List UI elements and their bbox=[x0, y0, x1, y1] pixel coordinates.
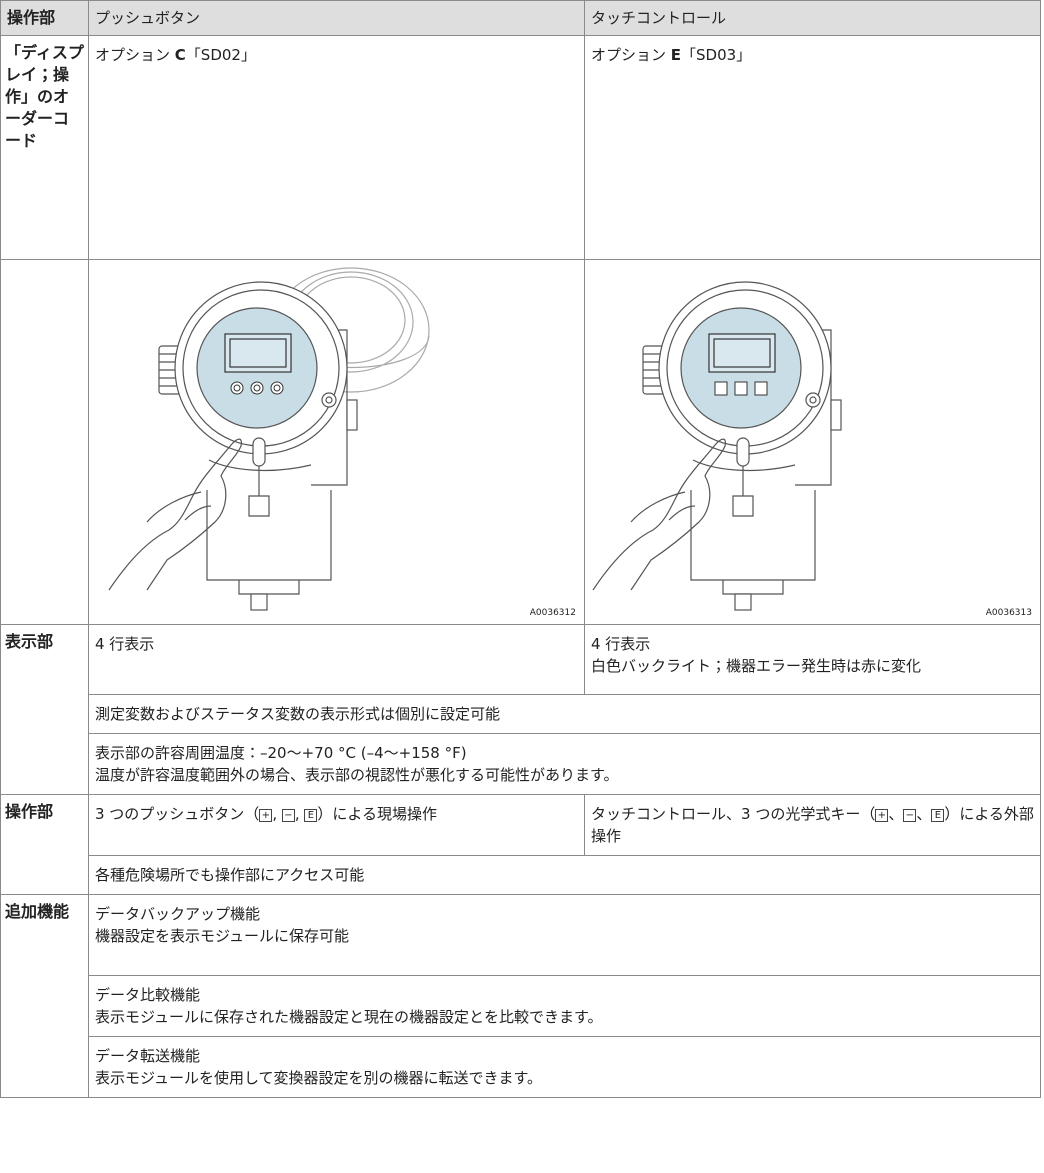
cell: 4 行表示白色バックライト；機器エラー発生時は赤に変化 bbox=[584, 624, 1041, 695]
row-label: 操作部 bbox=[0, 794, 89, 895]
separator: 、 bbox=[916, 805, 932, 823]
drawing bbox=[714, 381, 728, 396]
cell: 測定変数およびステータス変数の表示形式は個別に設定可能 bbox=[88, 694, 1041, 734]
option: C bbox=[174, 46, 186, 64]
drawing bbox=[233, 384, 241, 392]
optical-keys bbox=[714, 381, 768, 396]
key-icon: + bbox=[875, 809, 889, 822]
text: 温度が許容温度範囲外の場合、表示部の視認性が悪化する可能性があります。 bbox=[95, 766, 619, 784]
row: データ比較機能表示モジュールに保存された機器設定と現在の機器設定とを比較できます… bbox=[1, 975, 1041, 1037]
image-code: A0036312 bbox=[529, 608, 576, 618]
cell: 4 行表示 bbox=[88, 624, 585, 695]
row: 追加機能 データバックアップ機能機器設定を表示モジュールに保存可能 bbox=[0, 894, 1041, 1098]
drawing bbox=[734, 381, 748, 396]
header-cell: タッチコントロール bbox=[584, 0, 1041, 36]
row: 測定変数およびステータス変数の表示形式は個別に設定可能 bbox=[1, 694, 1041, 734]
key-icon: − bbox=[281, 809, 295, 822]
cell: オプション E「SD03」 bbox=[584, 35, 1041, 260]
cell: 各種危険場所でも操作部にアクセス可能 bbox=[88, 855, 1041, 895]
illustration bbox=[108, 267, 430, 611]
header-cell: 操作部 bbox=[0, 0, 89, 36]
row: 各種危険場所でも操作部にアクセス可能 bbox=[1, 855, 1041, 895]
text: 表示部の許容周囲温度：–20～+70 °C (–4～+158 °F) bbox=[95, 744, 467, 762]
row: データ転送機能表示モジュールを使用して変換器設定を別の機器に転送できます。 bbox=[1, 1036, 1041, 1098]
cell: タッチコントロール、3 つの光学式キー（ +、 −、 E ）による外部操作 bbox=[584, 794, 1041, 856]
key-icon: E bbox=[931, 809, 945, 822]
text: 「SD02」 bbox=[185, 46, 256, 64]
image-cell: A0036312 bbox=[88, 259, 585, 625]
cell bbox=[0, 259, 89, 625]
cell: 3 つのプッシュボタン（ +, −, E ）による現場操作 bbox=[88, 794, 585, 856]
text: 表示モジュールを使用して変換器設定を別の機器に転送できます。 bbox=[95, 1069, 543, 1087]
spec-table: 操作部 プッシュボタン タッチコントロール 「ディスプレイ；操作」のオーダーコー… bbox=[0, 0, 1041, 1098]
key-icon: − bbox=[903, 809, 917, 822]
text: データ比較機能 bbox=[95, 986, 201, 1004]
option: E bbox=[670, 46, 682, 64]
row: 表示部の許容周囲温度：–20～+70 °C (–4～+158 °F) 温度が許容温… bbox=[1, 733, 1041, 795]
image-cell: A0036313 bbox=[584, 259, 1041, 625]
cell: データバックアップ機能機器設定を表示モジュールに保存可能 bbox=[88, 894, 1041, 976]
cell: オプション C「SD02」 bbox=[88, 35, 585, 260]
text: 白色バックライト；機器エラー発生時は赤に変化 bbox=[591, 657, 922, 675]
key-icon: E bbox=[304, 809, 318, 822]
text: 表示モジュールに保存された機器設定と現在の機器設定とを比較できます。 bbox=[95, 1008, 603, 1026]
device bbox=[592, 281, 842, 611]
text: データ転送機能 bbox=[95, 1047, 201, 1065]
text: データバックアップ機能 bbox=[95, 905, 261, 923]
device bbox=[108, 281, 358, 611]
cell: データ比較機能表示モジュールに保存された機器設定と現在の機器設定とを比較できます… bbox=[88, 975, 1041, 1037]
buttons bbox=[230, 381, 284, 395]
image-code: A0036313 bbox=[985, 608, 1032, 618]
row: 操作部 3 つのプッシュボタン（ +, −, E ）による現場操作 タッチコントロー… bbox=[0, 794, 1041, 895]
header-row: 操作部 プッシュボタン タッチコントロール bbox=[0, 0, 1041, 36]
text: ）による現場操作 bbox=[317, 805, 437, 823]
text: オプション bbox=[591, 46, 671, 64]
text: オプション bbox=[95, 46, 175, 64]
separator: , bbox=[294, 805, 305, 823]
row: 表示部 4 行表示 4 行表示白色バックライト；機器エラー発生時は赤に変化 bbox=[0, 624, 1041, 795]
device-group bbox=[592, 281, 842, 611]
drawing bbox=[754, 381, 768, 396]
cell: データ転送機能表示モジュールを使用して変換器設定を別の機器に転送できます。 bbox=[88, 1036, 1041, 1098]
text: タッチコントロール、3 つの光学式キー（ bbox=[591, 805, 876, 823]
drawing bbox=[273, 384, 281, 392]
cell: 表示部の許容周囲温度：–20～+70 °C (–4～+158 °F) 温度が許容温… bbox=[88, 733, 1041, 795]
drawing bbox=[253, 384, 261, 392]
header-cell: プッシュボタン bbox=[88, 0, 585, 36]
text: 4 行表示 bbox=[95, 635, 155, 653]
text: 機器設定を表示モジュールに保存可能 bbox=[95, 927, 349, 945]
text: 「SD03」 bbox=[681, 46, 752, 64]
key-icon: + bbox=[259, 809, 273, 822]
text: ）による外部操作 bbox=[591, 805, 1034, 845]
text: 3 つのプッシュボタン（ bbox=[95, 805, 260, 823]
row: 「ディスプレイ；操作」のオーダーコード オプション C「SD02」 オプション … bbox=[0, 35, 1041, 260]
separator: , bbox=[272, 805, 282, 823]
separator: 、 bbox=[888, 805, 904, 823]
illustration bbox=[592, 281, 842, 611]
row-label: 追加機能 bbox=[0, 894, 89, 1098]
image-row: A0036312 A0036313 bbox=[0, 259, 1041, 625]
row-label: 表示部 bbox=[0, 624, 89, 795]
text: 4 行表示 bbox=[591, 635, 651, 653]
row-label: 「ディスプレイ；操作」のオーダーコード bbox=[0, 35, 89, 260]
